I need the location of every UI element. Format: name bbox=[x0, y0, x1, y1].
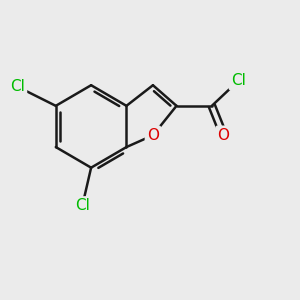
Text: Cl: Cl bbox=[75, 198, 90, 213]
Text: Cl: Cl bbox=[10, 79, 25, 94]
Text: Cl: Cl bbox=[231, 73, 246, 88]
Text: O: O bbox=[218, 128, 230, 143]
Text: O: O bbox=[147, 128, 159, 143]
